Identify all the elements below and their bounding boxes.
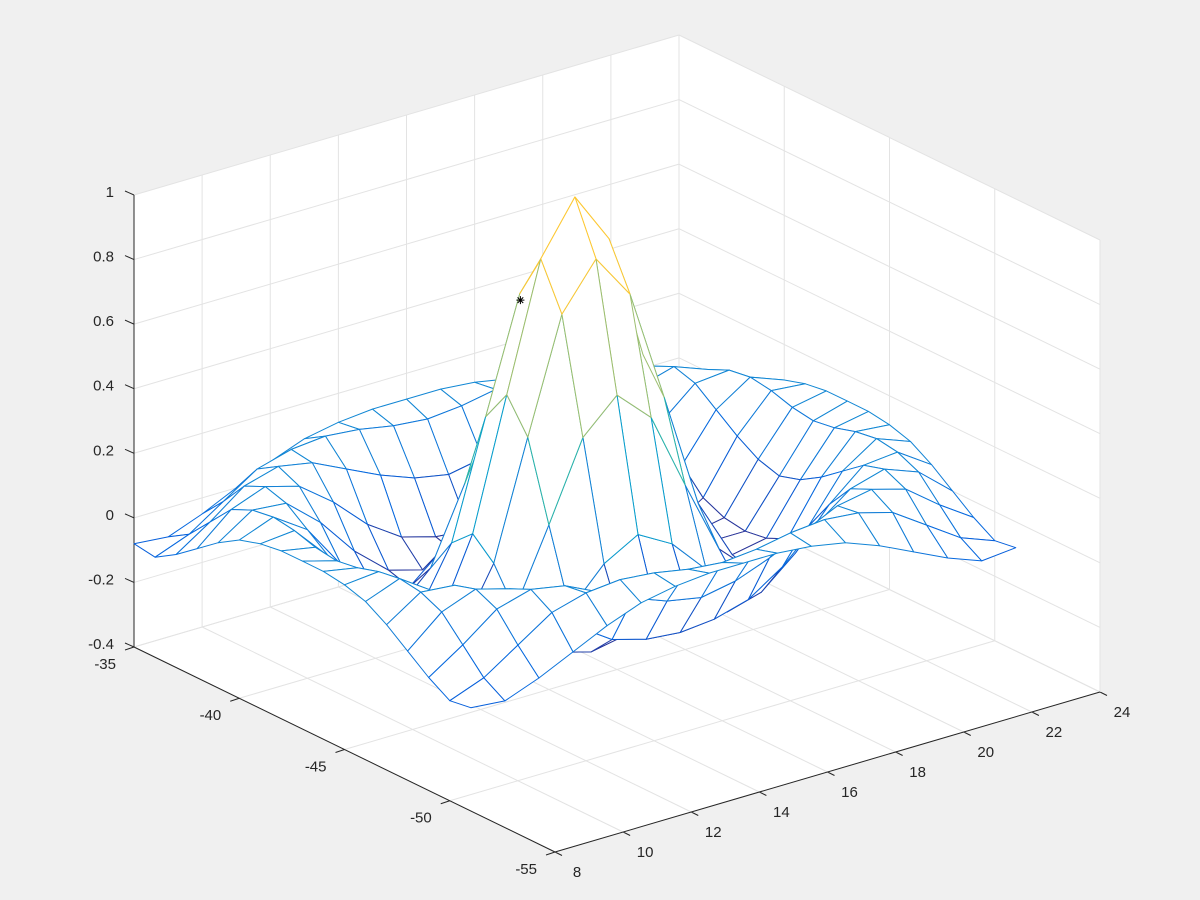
x-tick [691, 811, 699, 816]
x-tick-label: 18 [909, 764, 926, 781]
y-tick [440, 800, 450, 805]
z-tick-label: 0 [106, 507, 114, 524]
grid-line [449, 640, 995, 802]
z-tick [124, 448, 135, 454]
z-tick-label: 1 [106, 184, 114, 201]
grid-line [344, 589, 890, 750]
x-tick-label: 10 [637, 844, 654, 861]
z-tick [124, 255, 135, 261]
marker-point [516, 296, 525, 305]
x-axis-line [554, 691, 1101, 853]
mesh-cell [449, 677, 506, 709]
y-tick-label: -45 [305, 758, 327, 775]
grid-line [678, 34, 1101, 241]
z-tick-label: -0.2 [88, 571, 114, 588]
x-tick [1099, 691, 1108, 696]
grid-line [678, 292, 1101, 499]
z-tick [124, 642, 135, 648]
x-tick [827, 771, 835, 776]
z-tick [124, 384, 135, 390]
grid-line [678, 99, 1101, 306]
grid-line [133, 99, 680, 261]
y-tick-label: -40 [200, 707, 222, 724]
y-tick [230, 697, 240, 702]
z-tick [124, 513, 135, 519]
y-tick [545, 851, 556, 856]
y-tick-label: -50 [410, 810, 432, 827]
x-tick [895, 751, 903, 756]
x-tick [963, 731, 971, 736]
grid-line [133, 163, 680, 325]
x-tick [1031, 711, 1040, 716]
mesh-cell [540, 196, 597, 315]
y-tick-label: -35 [94, 656, 116, 673]
y-tick-label: -55 [515, 861, 537, 878]
z-tick-label: 0.2 [93, 442, 114, 459]
z-tick-label: 0.6 [93, 313, 114, 330]
x-tick-label: 12 [705, 824, 722, 841]
x-tick-label: 8 [573, 864, 581, 881]
x-tick-label: 14 [773, 804, 790, 821]
x-tick-label: 24 [1114, 704, 1131, 721]
x-tick-label: 16 [841, 784, 858, 801]
z-tick-label: 0.8 [93, 249, 114, 266]
y-axis-line [133, 646, 556, 853]
z-tick-label: -0.4 [88, 636, 114, 653]
x-tick-label: 20 [977, 744, 994, 761]
y-tick [124, 646, 135, 651]
grid-line [133, 34, 680, 196]
z-tick [124, 190, 135, 196]
z-tick [124, 319, 135, 325]
z-tick [124, 577, 135, 583]
x-tick [759, 791, 767, 796]
x-tick-label: 22 [1046, 724, 1063, 741]
grid-line [678, 228, 1101, 435]
x-tick [554, 851, 563, 856]
grid-line [678, 163, 1101, 370]
z-tick-label: 0.4 [93, 378, 114, 395]
x-tick [622, 831, 631, 836]
y-tick [335, 749, 345, 753]
